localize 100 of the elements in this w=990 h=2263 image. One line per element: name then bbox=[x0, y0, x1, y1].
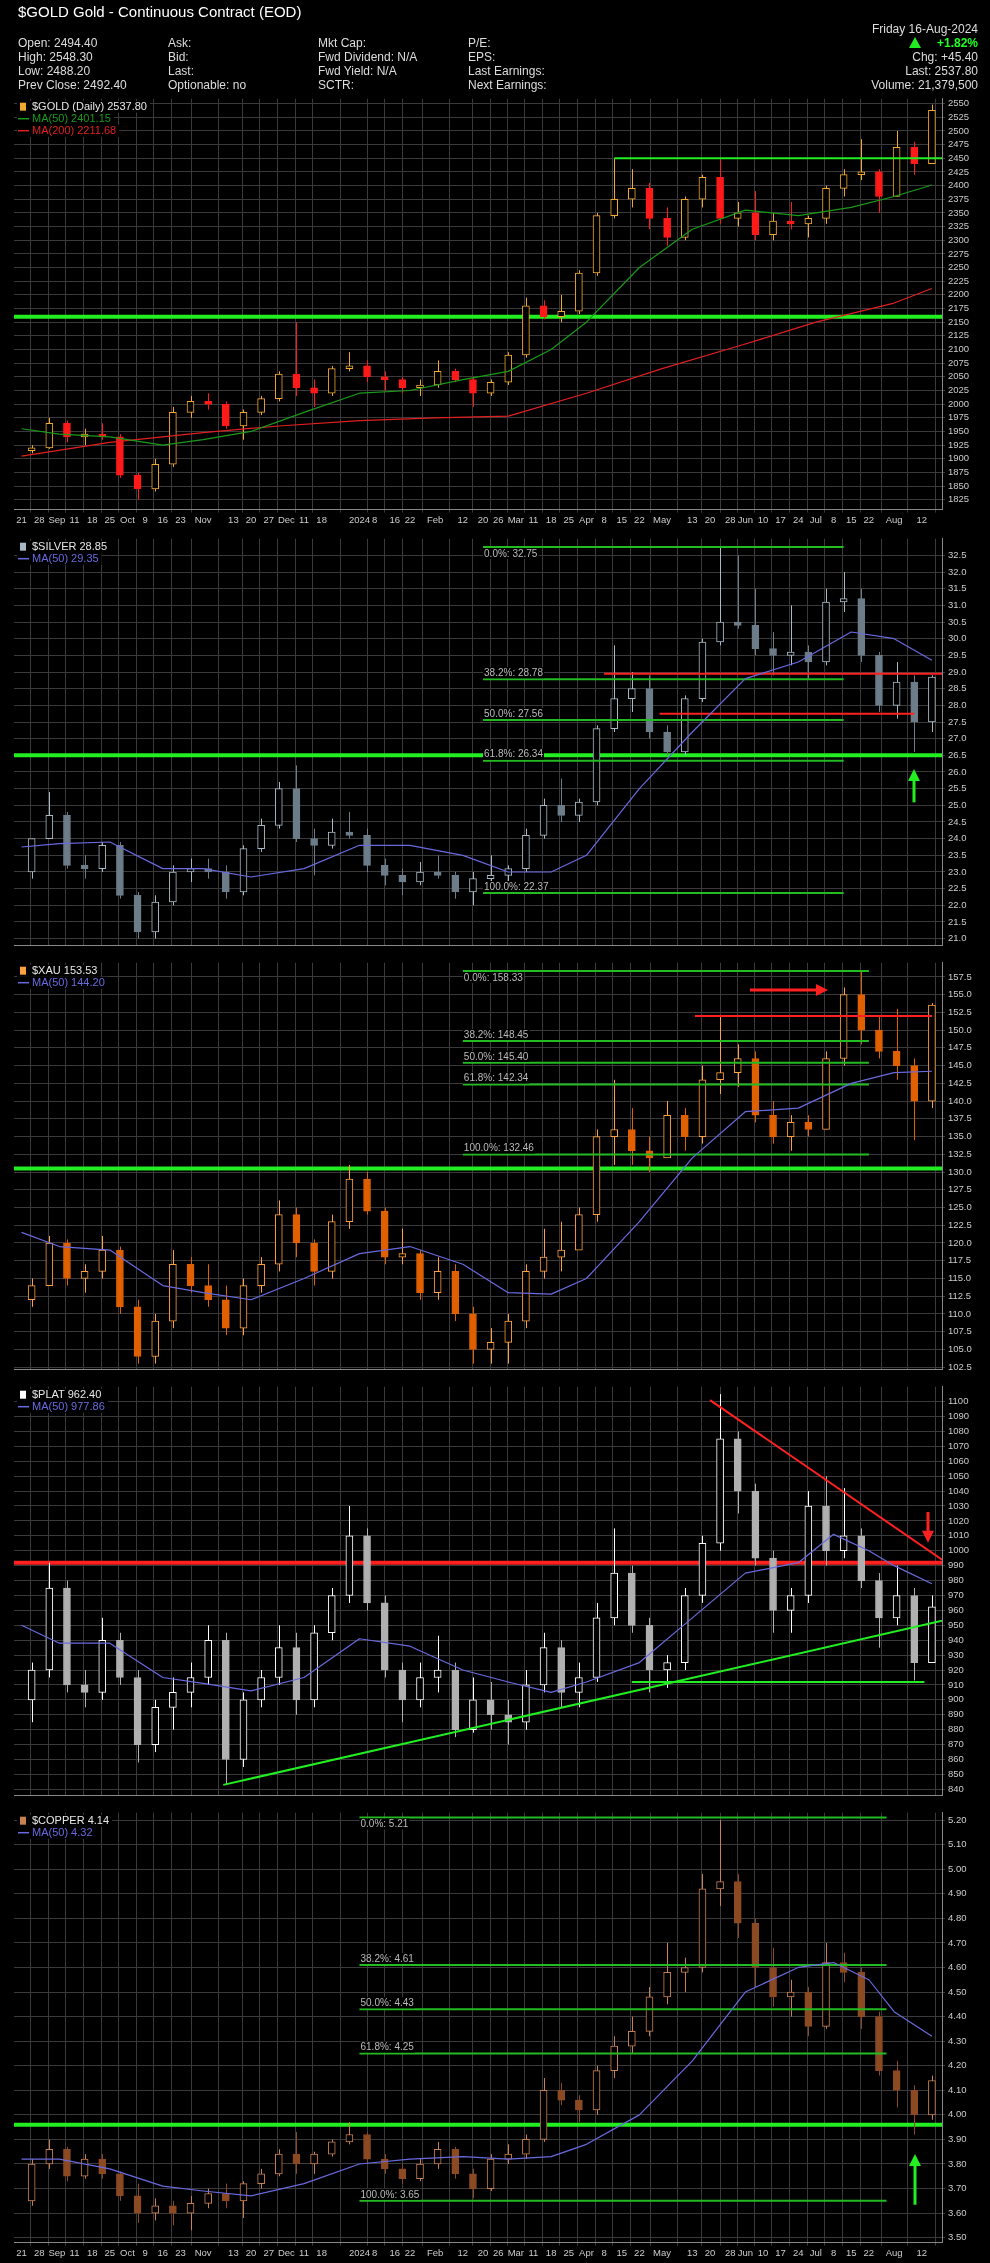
candlestick bbox=[663, 206, 671, 247]
candlestick bbox=[698, 174, 707, 208]
x-tick-label: 13 bbox=[228, 2246, 239, 2258]
annotation: 61.8%: 4.25 bbox=[360, 2041, 415, 2053]
annotation: 100.0%: 132.46 bbox=[463, 1142, 535, 1154]
x-tick-label: 16 bbox=[157, 513, 169, 525]
candlestick bbox=[116, 2170, 124, 2202]
candlestick bbox=[663, 1942, 671, 2005]
x-tick-label: Sep bbox=[48, 513, 66, 525]
y-tick-label: 1900 bbox=[948, 452, 970, 464]
y-tick-label: 890 bbox=[948, 1708, 964, 1720]
y-tick-label: 102.5 bbox=[948, 1360, 972, 1372]
y-tick-label: 4.10 bbox=[948, 2083, 967, 2095]
text: Open: 2494.40 bbox=[18, 36, 99, 50]
x-tick-label: 23 bbox=[175, 513, 186, 525]
y-tick-label: 910 bbox=[948, 1678, 964, 1690]
candlestick bbox=[257, 1669, 265, 1708]
x-tick-label: 13 bbox=[687, 513, 698, 525]
y-tick-label: 3.80 bbox=[948, 2157, 967, 2169]
y-tick-label: 1030 bbox=[948, 1499, 970, 1511]
x-tick-label: 18 bbox=[545, 2246, 557, 2258]
x-tick-label: 13 bbox=[687, 2246, 698, 2258]
y-tick-label: 1925 bbox=[948, 438, 970, 450]
text: Last Earnings: bbox=[468, 64, 546, 78]
x-tick-label: Nov bbox=[194, 2246, 212, 2258]
text: Chg: +45.40 bbox=[911, 50, 978, 64]
x-tick-label: 12 bbox=[916, 2246, 928, 2258]
y-tick-label: 1090 bbox=[948, 1410, 970, 1422]
text: Last: bbox=[168, 64, 195, 78]
annotation: 38.2%: 28.78 bbox=[484, 667, 544, 679]
annotation: 38.2%: 4.61 bbox=[360, 1952, 415, 1964]
candlestick bbox=[45, 417, 54, 450]
x-tick-label: 22 bbox=[863, 2246, 875, 2258]
text: Low: 2488.20 bbox=[18, 64, 92, 78]
y-tick-label: 122.5 bbox=[948, 1218, 972, 1230]
y-tick-label: 112.5 bbox=[948, 1289, 972, 1301]
x-tick-label: Oct bbox=[120, 2246, 136, 2258]
y-tick-label: 2550 bbox=[948, 97, 970, 109]
candlestick bbox=[45, 791, 54, 840]
annotation: 61.8%: 142.34 bbox=[463, 1072, 529, 1084]
text: Bid: bbox=[168, 50, 190, 64]
candlestick bbox=[451, 871, 460, 900]
y-tick-label: 22.5 bbox=[948, 882, 967, 894]
y-tick-label: 2175 bbox=[948, 302, 970, 314]
text: High: 2548.30 bbox=[18, 50, 94, 64]
y-tick-label: 105.0 bbox=[948, 1343, 972, 1355]
candlestick bbox=[786, 604, 795, 666]
annotation: 50.0%: 27.56 bbox=[484, 707, 544, 719]
y-tick-label: 26.5 bbox=[948, 748, 967, 760]
y-tick-label: 900 bbox=[948, 1693, 964, 1705]
candlestick bbox=[733, 554, 742, 630]
candlestick bbox=[274, 2148, 283, 2177]
y-tick-label: 21.5 bbox=[948, 915, 967, 927]
candlestick bbox=[557, 1221, 566, 1272]
x-tick-label: 20 bbox=[704, 513, 716, 525]
x-tick-label: 8 bbox=[371, 513, 378, 525]
candlestick bbox=[910, 2084, 919, 2136]
y-tick-label: 1000 bbox=[948, 1544, 970, 1556]
y-tick-label: 4.90 bbox=[948, 1887, 967, 1899]
x-tick-label: Jul bbox=[809, 513, 822, 525]
y-tick-label: 28.0 bbox=[948, 698, 967, 710]
candlestick bbox=[504, 1313, 513, 1365]
chart-title: $GOLD Gold - Continuous Contract (EOD) bbox=[18, 2, 303, 22]
x-tick-label: 15 bbox=[845, 513, 857, 525]
y-tick-label: 1850 bbox=[948, 479, 970, 491]
candlestick bbox=[416, 1662, 424, 1708]
x-tick-label: 18 bbox=[86, 2246, 98, 2258]
candlestick bbox=[663, 1654, 671, 1689]
x-tick-label: 20 bbox=[477, 2246, 489, 2258]
y-tick-label: 5.00 bbox=[948, 1862, 967, 1874]
y-tick-label: 2450 bbox=[948, 151, 970, 163]
candlestick bbox=[786, 1587, 795, 1634]
legend-label: $SILVER 28.85 bbox=[32, 539, 108, 552]
candlestick bbox=[380, 858, 389, 886]
legend-label: MA(50) 977.86 bbox=[32, 1399, 105, 1412]
y-tick-label: 950 bbox=[948, 1618, 964, 1630]
y-tick-label: 870 bbox=[948, 1738, 964, 1750]
candlestick bbox=[222, 864, 230, 900]
x-tick-label: 16 bbox=[389, 513, 401, 525]
candlestick bbox=[522, 2134, 530, 2160]
y-tick-label: 110.0 bbox=[948, 1307, 972, 1319]
y-tick-label: 155.0 bbox=[948, 988, 972, 1000]
x-tick-label: Jun bbox=[737, 513, 753, 525]
text: Last: 2537.80 bbox=[904, 64, 978, 78]
candlestick bbox=[274, 370, 283, 402]
y-tick-label: 2325 bbox=[948, 220, 970, 232]
candlestick bbox=[716, 1819, 724, 1907]
y-tick-label: 2050 bbox=[948, 370, 970, 382]
text: Prev Close: 2492.40 bbox=[18, 78, 128, 92]
x-tick-label: Feb bbox=[426, 2246, 444, 2258]
y-tick-label: 2200 bbox=[948, 288, 970, 300]
y-tick-label: 3.70 bbox=[948, 2182, 967, 2194]
y-tick-label: 145.0 bbox=[948, 1059, 972, 1071]
text: +1.82% bbox=[936, 36, 978, 50]
candlestick bbox=[486, 1327, 495, 1365]
x-tick-label: Dec bbox=[277, 2246, 296, 2258]
y-tick-label: 1950 bbox=[948, 425, 970, 437]
x-tick-label: Mar bbox=[507, 2246, 525, 2258]
x-tick-label: 8 bbox=[830, 513, 837, 525]
candlestick bbox=[380, 370, 389, 391]
